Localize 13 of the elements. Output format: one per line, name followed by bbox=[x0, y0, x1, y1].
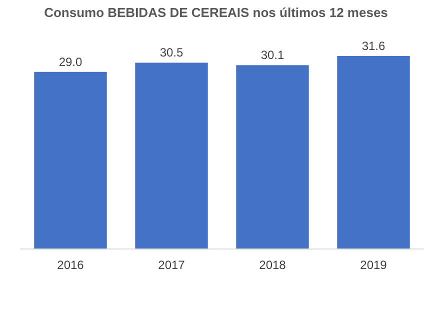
chart-title: Consumo BEBIDAS DE CEREAIS nos últimos 12 meses bbox=[44, 5, 388, 20]
bar bbox=[34, 72, 107, 249]
data-label: 30.1 bbox=[260, 48, 284, 62]
x-tick-label: 2019 bbox=[360, 258, 388, 272]
data-label: 29.0 bbox=[58, 54, 82, 69]
bar bbox=[337, 56, 410, 249]
data-label: 31.6 bbox=[362, 39, 386, 53]
data-label: 30.5 bbox=[160, 46, 184, 60]
x-tick-label: 2017 bbox=[158, 258, 186, 272]
bar bbox=[236, 65, 309, 249]
x-tick-label: 2016 bbox=[57, 258, 84, 272]
x-tick-label: 2018 bbox=[259, 258, 286, 272]
bar bbox=[135, 62, 208, 249]
